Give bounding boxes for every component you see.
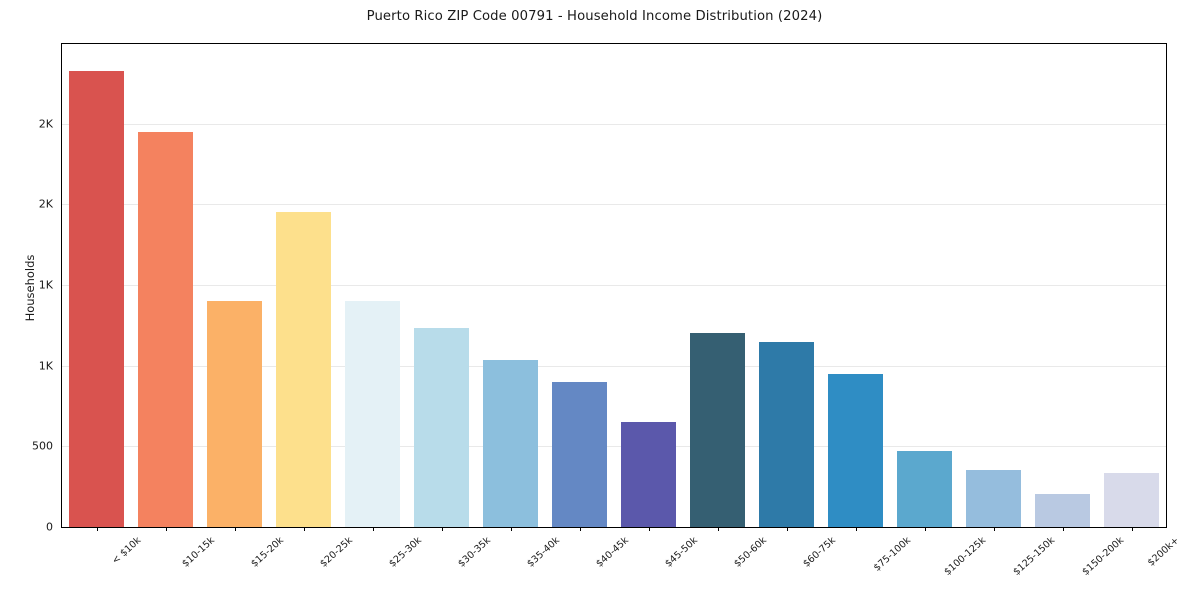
- x-axis-tick-mark: [1131, 527, 1133, 531]
- x-axis-tick-label: < $10k: [109, 535, 143, 567]
- x-axis-tick-mark: [579, 527, 581, 531]
- x-axis-tick-label: $75-100k: [871, 535, 913, 574]
- y-axis-tick-label: 500: [32, 439, 53, 453]
- bar[interactable]: [827, 373, 884, 527]
- x-axis-tick-mark: [993, 527, 995, 531]
- bar[interactable]: [275, 212, 332, 527]
- x-axis-tick-mark: [96, 527, 98, 531]
- bar[interactable]: [482, 359, 539, 527]
- x-axis-tick-mark: [924, 527, 926, 531]
- x-axis-tick-mark: [648, 527, 650, 531]
- x-axis-tick-label: $200k+: [1145, 535, 1181, 569]
- x-axis-tick-mark: [717, 527, 719, 531]
- x-axis-tick-mark: [234, 527, 236, 531]
- bar[interactable]: [1034, 494, 1091, 527]
- x-axis-tick-mark: [1062, 527, 1064, 531]
- x-axis-tick-label: $10-15k: [179, 535, 217, 570]
- x-axis-tick-label: $15-20k: [248, 535, 286, 570]
- bars-container: [62, 44, 1166, 527]
- x-axis-tick-mark: [303, 527, 305, 531]
- y-axis-tick-label: 2K: [38, 197, 53, 211]
- x-axis-tick-label: $125-150k: [1010, 535, 1057, 578]
- gridline: [62, 285, 1166, 287]
- bar[interactable]: [965, 470, 1022, 527]
- x-axis-tick-label: $45-50k: [662, 535, 700, 570]
- plot-area: Households 0 500 1K 1K 2K 2K < $10k $10-15k $15-…: [23, 43, 1181, 578]
- y-axis-tick-label: 0: [46, 520, 53, 534]
- x-axis-tick-label: $25-30k: [386, 535, 424, 570]
- gridline: [62, 204, 1166, 206]
- bar[interactable]: [413, 327, 470, 527]
- gridline: [62, 123, 1166, 125]
- x-axis-tick-label: $40-45k: [593, 535, 631, 570]
- bar[interactable]: [1103, 473, 1160, 527]
- gridlines: [62, 44, 1166, 527]
- x-axis-tick-label: $35-40k: [524, 535, 562, 570]
- bar[interactable]: [206, 301, 263, 527]
- y-axis-tick-label: 1K: [38, 278, 53, 292]
- chart-title: Puerto Rico ZIP Code 00791 - Household I…: [366, 9, 823, 24]
- x-axis-tick-label: $50-60k: [731, 535, 769, 570]
- bar[interactable]: [137, 131, 194, 527]
- bar[interactable]: [551, 381, 608, 527]
- x-axis-tick-mark: [510, 527, 512, 531]
- x-axis-tick-label: $30-35k: [455, 535, 493, 570]
- x-axis-tick-label: $20-25k: [317, 535, 355, 570]
- x-axis-tick-label: $60-75k: [800, 535, 838, 570]
- bar[interactable]: [620, 421, 677, 527]
- bar[interactable]: [68, 71, 125, 527]
- y-axis-tick-label: 1K: [38, 359, 53, 373]
- x-axis-tick-label: $150-200k: [1079, 535, 1126, 578]
- gridline: [62, 446, 1166, 448]
- bar[interactable]: [689, 332, 746, 527]
- gridline: [62, 365, 1166, 367]
- x-axis-tick-mark: [855, 527, 857, 531]
- x-axis-tick-mark: [165, 527, 167, 531]
- y-axis-tick-label: 2K: [38, 117, 53, 131]
- bar[interactable]: [344, 301, 401, 527]
- x-axis-tick-label: $100-125k: [941, 535, 988, 578]
- bar[interactable]: [758, 341, 815, 527]
- x-axis-tick-mark: [372, 527, 374, 531]
- x-axis-tick-mark: [786, 527, 788, 531]
- x-axis-tick-mark: [441, 527, 443, 531]
- bar[interactable]: [896, 451, 953, 527]
